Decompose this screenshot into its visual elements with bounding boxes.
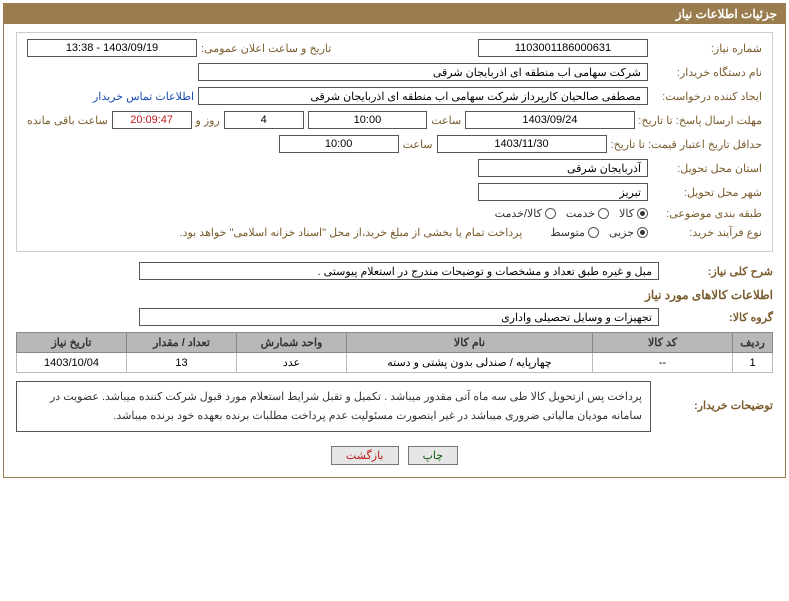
buyer-org-label: نام دستگاه خریدار: [652,66,762,79]
table-cell: 13 [127,353,237,373]
reply-deadline-label: مهلت ارسال پاسخ: تا تاریخ: [639,114,762,127]
buyer-desc-label: توضیحات خریدار: [663,381,773,412]
table-cell: عدد [237,353,347,373]
category-option-0[interactable]: کالا [619,207,648,220]
need-number-label: شماره نیاز: [652,42,762,55]
purchase-option-0[interactable]: جزیی [609,226,648,239]
days-remaining: 4 [224,111,304,129]
radio-label: متوسط [550,226,585,239]
table-cell: 1403/10/04 [17,353,127,373]
table-header: تاریخ نیاز [17,333,127,353]
table-header: کد کالا [593,333,733,353]
price-validity-time: 10:00 [279,135,399,153]
price-validity-date: 1403/11/30 [437,135,607,153]
table-row: 1--چهارپایه / صندلی بدون پشتی و دستهعدد1… [17,353,773,373]
goods-group-value: تجهیزات و وسایل تحصیلی واداری [139,308,659,326]
category-option-2[interactable]: کالا/خدمت [495,207,556,220]
table-cell: -- [593,353,733,373]
table-header: نام کالا [347,333,593,353]
table-cell: 1 [733,353,773,373]
radio-label: کالا/خدمت [495,207,542,220]
days-and-label: روز و [196,114,220,127]
delivery-city-value: تبریز [478,183,648,201]
button-bar: چاپ بازگشت [16,438,773,469]
goods-table: ردیفکد کالانام کالاواحد شمارشتعداد / مقد… [16,332,773,373]
purchase-type-label: نوع فرآیند خرید: [652,226,762,239]
table-header: تعداد / مقدار [127,333,237,353]
radio-icon [598,208,609,219]
buyer-contact-link[interactable]: اطلاعات تماس خریدار [93,90,194,103]
requester-value: مصطفی صالحیان کارپرداز شرکت سهامی اب منط… [198,87,648,105]
radio-icon [637,208,648,219]
goods-group-label: گروه کالا: [663,311,773,324]
delivery-province-value: آذربایجان شرقی [478,159,648,177]
table-header: ردیف [733,333,773,353]
reply-deadline-time: 10:00 [308,111,428,129]
main-info-frame: شماره نیاز: 1103001186000631 تاریخ و ساع… [16,32,773,252]
remaining-label: ساعت باقی مانده [27,114,108,127]
price-validity-label: حداقل تاریخ اعتبار قیمت: تا تاریخ: [611,138,762,151]
goods-section-title: اطلاعات کالاهای مورد نیاز [16,288,773,302]
summary-text: مبل و غیره طبق تعداد و مشخصات و توضیحات … [139,262,659,280]
radio-icon [637,227,648,238]
category-label: طبقه بندی موضوعی: [652,207,762,220]
radio-icon [545,208,556,219]
buyer-org-value: شرکت سهامی اب منطقه ای اذربایجان شرقی [198,63,648,81]
category-option-1[interactable]: خدمت [566,207,609,220]
radio-label: کالا [619,207,634,220]
time-label-2: ساعت [403,138,433,151]
radio-label: جزیی [609,226,634,239]
table-header: واحد شمارش [237,333,347,353]
requester-label: ایجاد کننده درخواست: [652,90,762,103]
category-radio-group: کالا خدمت کالا/خدمت [495,207,648,220]
buyer-desc-text: پرداخت پس ازتحویل کالا طی سه ماه آتی مقد… [16,381,651,432]
delivery-city-label: شهر محل تحویل: [652,186,762,199]
countdown-value: 20:09:47 [112,111,192,129]
need-number-value: 1103001186000631 [478,39,648,57]
radio-icon [588,227,599,238]
purchase-radio-group: جزیی متوسط [550,226,648,239]
announce-datetime-value: 1403/09/19 - 13:38 [27,39,197,57]
radio-label: خدمت [566,207,595,220]
panel-title: جزئیات اطلاعات نیاز [4,4,785,24]
announce-datetime-label: تاریخ و ساعت اعلان عمومی: [201,42,331,55]
purchase-option-1[interactable]: متوسط [550,226,599,239]
summary-label: شرح کلی نیاز: [663,265,773,278]
purchase-note: پرداخت تمام یا بخشی از مبلغ خرید،از محل … [180,226,523,239]
table-cell: چهارپایه / صندلی بدون پشتی و دسته [347,353,593,373]
delivery-province-label: استان محل تحویل: [652,162,762,175]
time-label-1: ساعت [431,114,461,127]
reply-deadline-date: 1403/09/24 [465,111,635,129]
need-details-panel: جزئیات اطلاعات نیاز شماره نیاز: 11030011… [3,3,786,478]
back-button[interactable]: بازگشت [331,446,399,465]
print-button[interactable]: چاپ [408,446,459,465]
